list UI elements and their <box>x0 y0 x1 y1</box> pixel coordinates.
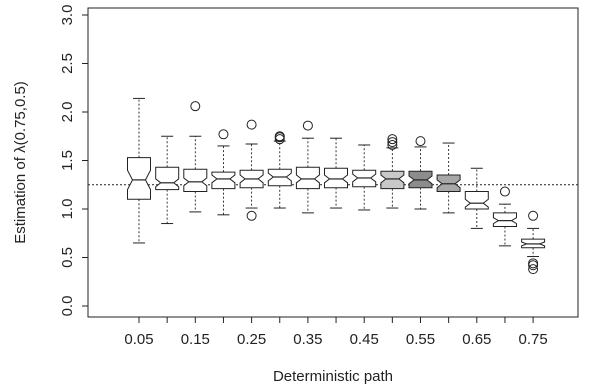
outlier-point <box>528 264 539 275</box>
outlier-point <box>415 136 426 147</box>
outlier-point <box>528 210 539 221</box>
x-axis-title: Deterministic path <box>273 368 393 385</box>
y-tick-label: 0.0 <box>59 296 76 317</box>
outlier-point <box>190 101 201 112</box>
box-body <box>492 212 517 227</box>
x-tick-label: 0.05 <box>124 331 153 348</box>
y-tick-label: 0.5 <box>59 247 76 268</box>
plot-frame <box>87 7 579 318</box>
outlier-point <box>218 129 229 140</box>
x-tick-label: 0.65 <box>462 331 491 348</box>
outlier-point <box>274 131 285 142</box>
outlier-point <box>387 139 398 150</box>
x-tick-label: 0.45 <box>350 331 379 348</box>
plot-area: 0.0 0.5 1.0 1.5 2.0 2.5 3.0 0.05 0.15 0.25 0.35 0.4… <box>59 5 579 348</box>
y-axis-title: Estimation of λ(0.75,0.5) <box>12 81 29 244</box>
outlier-point <box>528 258 539 269</box>
y-tick-label: 2.5 <box>59 53 76 74</box>
y-tick-label: 3.0 <box>59 5 76 26</box>
x-tick-label: 0.35 <box>293 331 322 348</box>
x-tick-label: 0.25 <box>237 331 266 348</box>
x-tick-label: 0.55 <box>406 331 435 348</box>
outlier-point <box>499 186 510 197</box>
box-body <box>183 168 208 192</box>
y-tick-label: 1.0 <box>59 199 76 220</box>
box-body <box>464 191 489 210</box>
y-tick-label: 2.0 <box>59 102 76 123</box>
box-body <box>127 157 151 200</box>
outlier-point <box>387 134 398 145</box>
outlier-point <box>387 137 398 148</box>
box-body <box>155 166 180 191</box>
outlier-point <box>302 120 313 131</box>
outlier-point <box>246 119 257 130</box>
x-tick-label: 0.75 <box>518 331 547 348</box>
outlier-point <box>246 210 257 221</box>
y-tick-label: 1.5 <box>59 150 76 171</box>
x-tick-label: 0.15 <box>181 331 210 348</box>
box-body <box>211 171 236 190</box>
box-body <box>324 167 348 189</box>
box-body <box>380 170 405 190</box>
box-body <box>295 166 320 190</box>
